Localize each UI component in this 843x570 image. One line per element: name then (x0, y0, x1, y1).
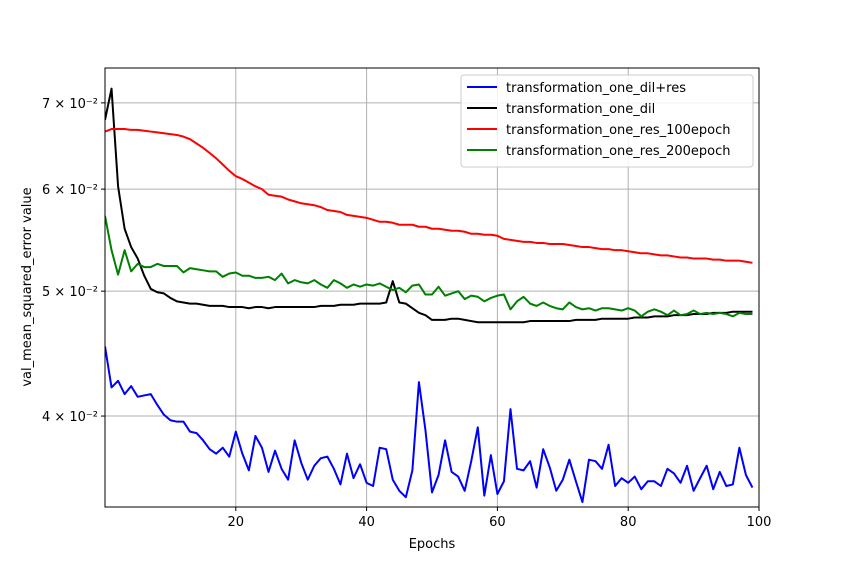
plot-area (105, 87, 754, 504)
y-tick-label: 6 × 10⁻² (42, 183, 98, 198)
legend-box (460, 74, 754, 168)
x-tick-label: 60 (489, 515, 506, 530)
y-tick-label: 5 × 10⁻² (42, 285, 98, 300)
series-line-4 (105, 215, 753, 318)
x-tick-label: 20 (228, 515, 245, 530)
series-line-2 (105, 87, 753, 324)
x-axis-ticks: 20 40 60 80 100 (228, 507, 772, 530)
legend-label: transformation_one_res_200epoch (506, 144, 731, 159)
x-tick-label: 80 (620, 515, 637, 530)
series-line-1 (105, 346, 754, 504)
y-axis-label: val_mean_squared_error value (20, 187, 35, 386)
y-tick-label: 4 × 10⁻² (42, 410, 98, 425)
x-tick-label: 100 (747, 515, 772, 530)
legend-label: transformation_one_res_100epoch (506, 123, 731, 138)
y-tick-label: 7 × 10⁻² (42, 97, 98, 112)
x-tick-label: 40 (358, 515, 375, 530)
legend: transformation_one_dil+res transformation… (460, 74, 754, 168)
x-axis-label: Epochs (409, 537, 456, 552)
axes-frame (104, 67, 760, 508)
y-axis-ticks: 4 × 10⁻² 5 × 10⁻² 6 × 10⁻² 7 × 10⁻² (42, 97, 105, 425)
legend-label: transformation_one_dil+res (506, 81, 686, 96)
legend-label: transformation_one_dil (506, 102, 655, 117)
series-line-3 (105, 128, 753, 264)
series-lines (105, 87, 754, 504)
